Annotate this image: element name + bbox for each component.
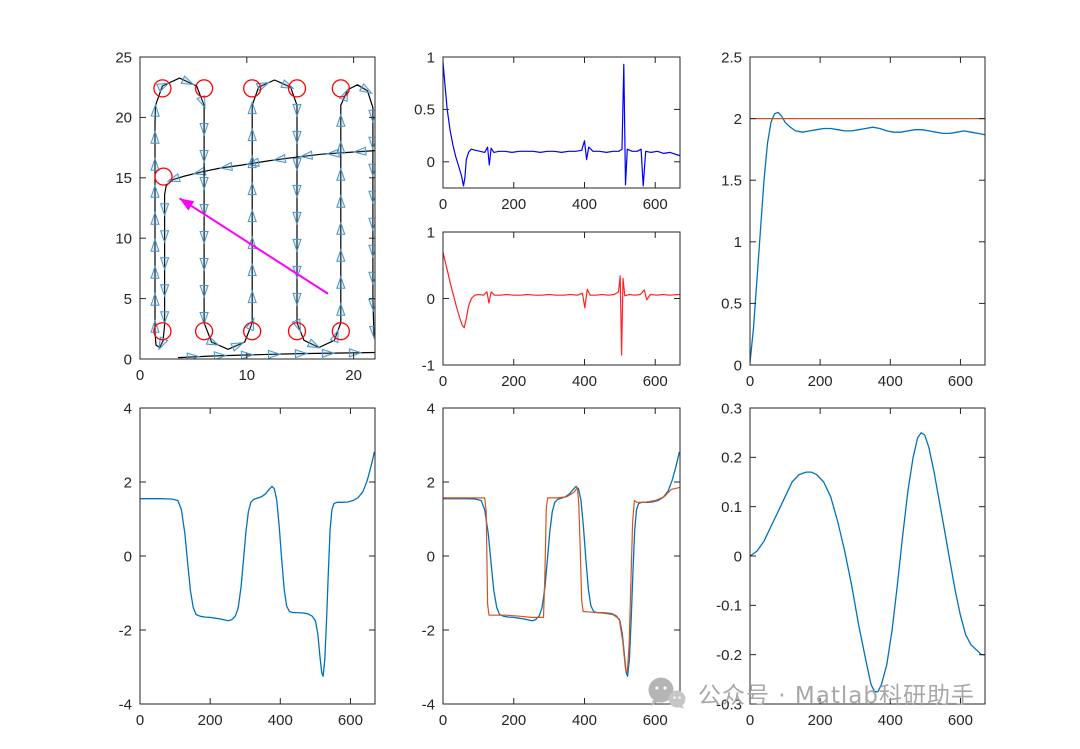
svg-text:-0.3: -0.3 [716,696,742,713]
svg-text:0: 0 [136,367,144,384]
svg-text:1: 1 [427,49,435,66]
plot-error-y: 0 200 400 600 -1 0 1 [383,217,700,410]
svg-text:25: 25 [115,49,132,66]
svg-text:10: 10 [115,230,132,247]
svg-text:-2: -2 [422,622,435,639]
svg-text:200: 200 [808,373,833,390]
svg-text:0: 0 [427,291,435,308]
svg-text:0: 0 [439,712,447,729]
plot-heading-tracking: 0 200 400 600 -4 -2 0 2 4 [383,393,700,749]
svg-text:600: 600 [948,373,973,390]
svg-text:0: 0 [427,154,435,171]
svg-text:0: 0 [124,548,132,565]
svg-text:600: 600 [643,373,668,390]
svg-text:5: 5 [124,291,132,308]
svg-text:0: 0 [427,548,435,565]
svg-text:400: 400 [572,712,597,729]
svg-text:0.3: 0.3 [721,400,742,417]
svg-text:1.5: 1.5 [721,172,742,189]
svg-text:0.2: 0.2 [721,450,742,467]
plot-trajectory: 0 10 20 0 5 10 15 20 25 [80,42,395,404]
svg-text:0: 0 [136,712,144,729]
svg-text:-4: -4 [422,696,435,713]
svg-text:0: 0 [124,351,132,368]
svg-text:-4: -4 [119,696,132,713]
svg-text:400: 400 [878,373,903,390]
svg-text:200: 200 [501,712,526,729]
svg-text:-2: -2 [119,622,132,639]
svg-text:600: 600 [338,712,363,729]
svg-text:200: 200 [501,196,526,213]
wechat-icon [648,677,686,709]
svg-text:20: 20 [115,110,132,127]
svg-text:-0.1: -0.1 [716,598,742,615]
svg-text:15: 15 [115,170,132,187]
svg-text:0.5: 0.5 [414,102,435,119]
svg-text:400: 400 [268,712,293,729]
svg-text:200: 200 [808,712,833,729]
svg-text:20: 20 [345,367,362,384]
plot-heading-angle: 0 200 400 600 -4 -2 0 2 4 [80,393,395,749]
svg-text:-1: -1 [422,357,435,374]
svg-text:600: 600 [948,712,973,729]
svg-text:2: 2 [427,474,435,491]
svg-text:600: 600 [643,196,668,213]
svg-text:0: 0 [746,712,754,729]
svg-text:0: 0 [439,196,447,213]
svg-text:10: 10 [238,367,255,384]
svg-text:0: 0 [746,373,754,390]
svg-text:0: 0 [734,357,742,374]
plot-error-x: 0 200 400 600 0 0.5 1 [383,42,700,233]
svg-text:600: 600 [643,712,668,729]
svg-text:400: 400 [572,373,597,390]
svg-text:1: 1 [734,234,742,251]
svg-text:4: 4 [427,400,435,417]
svg-text:0: 0 [439,373,447,390]
svg-text:2: 2 [124,474,132,491]
plot-angular-velocity: 0 200 400 600 -0.3 -0.2 -0.1 0 0.1 0.2 0.3 [690,393,1005,749]
svg-text:200: 200 [501,373,526,390]
plot-linear-speed: 0 200 400 600 0 0.5 1 1.5 2 2.5 [690,42,1005,410]
svg-text:400: 400 [878,712,903,729]
watermark: 公众号 · Matlab科研助手 [646,676,975,710]
svg-text:2: 2 [734,111,742,128]
watermark-text: 公众号 · Matlab科研助手 [698,683,975,709]
svg-text:4: 4 [124,400,132,417]
svg-text:200: 200 [198,712,223,729]
svg-text:400: 400 [572,196,597,213]
svg-text:0: 0 [734,548,742,565]
svg-text:0.1: 0.1 [721,499,742,516]
svg-text:0.5: 0.5 [721,296,742,313]
svg-text:1: 1 [427,224,435,241]
svg-text:-0.2: -0.2 [716,647,742,664]
svg-text:2.5: 2.5 [721,49,742,66]
